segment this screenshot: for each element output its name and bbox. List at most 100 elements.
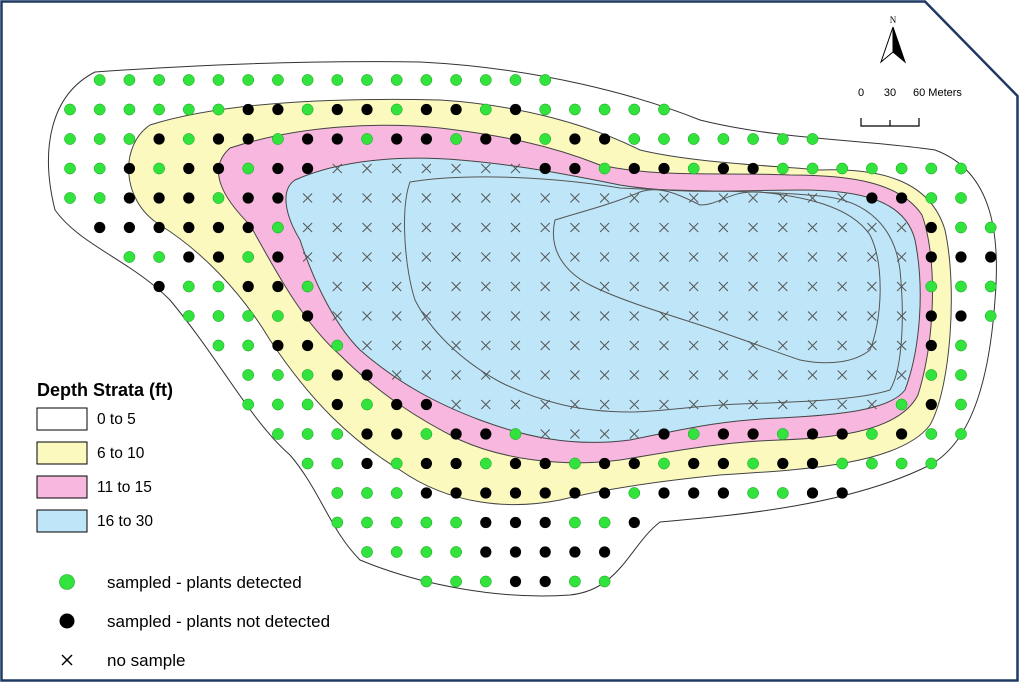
- sample-point-plants-detected: [212, 310, 225, 322]
- sample-point-plants-not-detected: [242, 103, 254, 116]
- no-sample-mark: [748, 311, 758, 321]
- sample-point-plants-detected: [361, 133, 373, 145]
- no-sample-mark: [688, 281, 699, 292]
- no-sample-mark: [391, 281, 402, 292]
- no-sample-mark: [807, 399, 818, 410]
- no-sample-mark: [688, 222, 699, 233]
- no-sample-mark: [599, 340, 610, 351]
- sample-point-plants-not-detected: [658, 162, 670, 175]
- sample-point-plants-not-detected: [331, 133, 343, 145]
- sample-point-plants-detected: [64, 192, 76, 204]
- sample-point-plants-not-detected: [747, 428, 759, 440]
- sample-point-plants-not-detected: [272, 251, 284, 263]
- black-dot-icon: [59, 613, 75, 629]
- sample-point-plants-detected: [925, 457, 938, 470]
- sample-point-plants-not-detected: [569, 133, 581, 145]
- no-sample-mark: [599, 370, 610, 380]
- sample-point-plants-detected: [955, 192, 967, 204]
- sample-point-plants-detected: [925, 428, 938, 440]
- sample-point-plants-detected: [479, 103, 492, 116]
- no-sample-mark: [421, 252, 432, 262]
- sample-point-plants-not-detected: [896, 428, 908, 440]
- sample-point-plants-detected: [687, 162, 700, 175]
- sample-point-plants-detected: [153, 251, 165, 263]
- no-sample-mark: [688, 252, 699, 262]
- sample-point-plants-detected: [242, 310, 255, 322]
- legend-swatch-0-to-5: [36, 407, 88, 431]
- sample-point-plants-not-detected: [836, 428, 848, 440]
- no-sample-mark: [421, 311, 432, 321]
- no-sample-mark: [837, 252, 848, 262]
- sample-point-plants-detected: [242, 369, 255, 381]
- no-sample-mark: [599, 281, 610, 292]
- sample-point-plants-not-detected: [925, 251, 937, 263]
- no-sample-mark: [659, 193, 669, 203]
- scale-tick-0: 0: [858, 87, 864, 99]
- no-sample-mark: [599, 193, 610, 203]
- no-sample-mark: [807, 193, 818, 203]
- no-sample-mark: [540, 281, 551, 292]
- sample-point-plants-detected: [212, 339, 225, 352]
- no-sample-mark: [480, 281, 491, 292]
- sample-point-plants-detected: [331, 428, 344, 440]
- no-sample-mark: [837, 311, 848, 321]
- no-sample-mark: [451, 252, 461, 262]
- sample-point-plants-detected: [509, 74, 522, 86]
- sample-point-plants-detected: [361, 74, 373, 86]
- scale-tick-60: 60 Meters: [913, 87, 962, 99]
- sample-point-plants-detected: [301, 369, 314, 381]
- no-sample-mark: [332, 193, 343, 203]
- sample-point-plants-detected: [984, 280, 997, 293]
- sample-point-plants-detected: [331, 74, 344, 86]
- no-sample-mark: [451, 163, 461, 174]
- no-sample-mark: [421, 281, 432, 292]
- sample-point-plants-detected: [569, 457, 581, 470]
- sample-point-plants-detected: [747, 487, 759, 499]
- sample-point-plants-detected: [806, 133, 819, 145]
- sample-point-plants-detected: [420, 575, 433, 588]
- sample-point-plants-not-detected: [985, 251, 997, 263]
- sample-point-plants-detected: [153, 103, 165, 116]
- sample-point-plants-detected: [776, 428, 789, 440]
- sample-point-plants-detected: [658, 133, 670, 145]
- no-sample-mark: [807, 370, 818, 380]
- no-sample-mark: [867, 340, 877, 351]
- sample-point-plants-detected: [747, 133, 759, 145]
- sample-point-plants-detected: [925, 369, 938, 381]
- sample-point-plants-not-detected: [480, 546, 492, 558]
- sample-point-plants-not-detected: [331, 369, 343, 381]
- sample-point-plants-detected: [955, 339, 967, 352]
- sample-point-plants-detected: [93, 133, 106, 145]
- no-sample-mark: [748, 222, 758, 233]
- sample-point-plants-not-detected: [628, 516, 640, 529]
- no-sample-mark: [391, 340, 402, 351]
- legend-swatch-11-to-15: [36, 475, 88, 499]
- sample-point-plants-detected: [182, 310, 195, 322]
- sample-point-plants-not-detected: [242, 133, 254, 145]
- sample-point-plants-detected: [420, 546, 433, 558]
- sample-point-plants-not-detected: [420, 398, 432, 411]
- no-sample-mark: [451, 370, 461, 380]
- no-sample-mark: [480, 311, 491, 321]
- no-sample-mark: [688, 370, 699, 380]
- sample-point-plants-detected: [539, 103, 552, 116]
- legend-title: Depth Strata (ft): [37, 380, 173, 400]
- no-sample-mark: [896, 311, 907, 321]
- sample-point-plants-not-detected: [183, 192, 195, 204]
- no-sample-mark: [748, 399, 758, 410]
- legend-label-0-to-5: 0 to 5: [97, 411, 136, 428]
- sample-point-plants-detected: [123, 74, 136, 86]
- sample-point-plants-detected: [182, 103, 195, 116]
- no-sample-mark: [362, 222, 372, 233]
- sample-point-plants-not-detected: [212, 251, 225, 263]
- no-sample-mark: [599, 399, 610, 410]
- sample-point-plants-not-detected: [153, 192, 165, 204]
- north-arrow-icon: [879, 26, 894, 64]
- sample-point-plants-detected: [182, 280, 195, 293]
- sample-point-plants-not-detected: [242, 192, 254, 204]
- no-sample-mark: [332, 281, 343, 292]
- sample-point-plants-not-detected: [420, 487, 432, 499]
- no-sample-mark: [510, 252, 521, 262]
